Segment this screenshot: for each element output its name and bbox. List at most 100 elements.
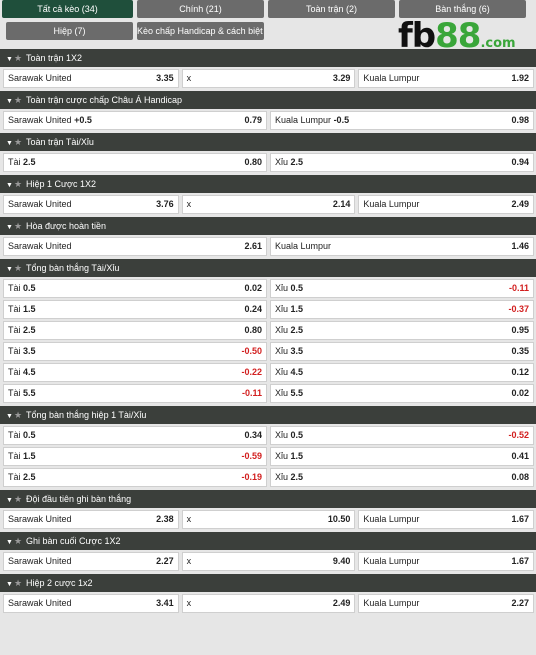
odds-cell[interactable]: Xỉu 0.5 -0.52 [270, 426, 534, 445]
collapse-caret-icon[interactable]: ▼ [6, 581, 13, 588]
collapse-caret-icon[interactable]: ▼ [6, 497, 13, 504]
collapse-caret-icon[interactable]: ▼ [6, 140, 13, 147]
odds-value: 2.27 [511, 598, 530, 608]
odds-value: -0.52 [508, 430, 529, 440]
odds-row: Sarawak United 2.27 x 9.40 Kuala Lumpur 1.67 [0, 552, 536, 571]
odds-cell[interactable]: Xỉu 4.5 0.12 [270, 363, 534, 382]
odds-value: 3.41 [156, 598, 174, 608]
tab-full-time[interactable]: Toàn trận (2) [268, 0, 395, 18]
favorite-star-icon[interactable]: ★ [14, 263, 23, 273]
odds-value: 2.49 [332, 598, 351, 608]
favorite-star-icon[interactable]: ★ [14, 95, 23, 105]
collapse-caret-icon[interactable]: ▼ [6, 98, 13, 105]
handicap-line: 4.5 [23, 367, 36, 377]
collapse-caret-icon[interactable]: ▼ [6, 56, 13, 63]
odds-cell[interactable]: Sarawak United +0.5 0.79 [3, 111, 267, 130]
odds-cell[interactable]: Tài 5.5 -0.11 [3, 384, 267, 403]
odds-cell[interactable]: Kuala Lumpur 2.27 [358, 594, 535, 613]
tab-handicap[interactable]: Kèo chấp Handicap & cách biệt (1) [137, 22, 264, 40]
market-header[interactable]: ▼★ Toàn trận cược chấp Châu Á Handicap [0, 91, 536, 109]
handicap-line: 1.5 [290, 304, 304, 314]
odds-cell[interactable]: Kuala Lumpur 2.49 [358, 195, 535, 214]
selection-label: Sarawak United [8, 511, 72, 528]
collapse-caret-icon[interactable]: ▼ [6, 413, 13, 420]
market-header[interactable]: ▼★ Toàn trận 1X2 [0, 49, 536, 67]
odds-cell[interactable]: Sarawak United 2.38 [3, 510, 179, 529]
selection-label: Xỉu 3.5 [275, 343, 303, 360]
market-title: Hiệp 1 Cược 1X2 [26, 179, 96, 189]
odds-cell[interactable]: Xỉu 1.5 -0.37 [270, 300, 534, 319]
favorite-star-icon[interactable]: ★ [14, 410, 23, 420]
selection-label: Sarawak United +0.5 [8, 112, 92, 129]
odds-cell[interactable]: Kuala Lumpur 1.67 [358, 510, 535, 529]
selection-name: Tài [8, 304, 21, 314]
market-header[interactable]: ▼★ Hiệp 1 Cược 1X2 [0, 175, 536, 193]
tab-halves[interactable]: Hiệp (7) [6, 22, 133, 40]
selection-name: Kuala Lumpur [363, 556, 420, 566]
odds-cell[interactable]: Xỉu 2.5 0.95 [270, 321, 534, 340]
odds-cell[interactable]: Tài 2.5 0.80 [3, 321, 267, 340]
odds-cell[interactable]: Kuala Lumpur 1.92 [358, 69, 535, 88]
odds-cell[interactable]: Tài 2.5 -0.19 [3, 468, 267, 487]
odds-cell[interactable]: Xỉu 2.5 0.08 [270, 468, 534, 487]
odds-cell[interactable]: Kuala Lumpur -0.5 0.98 [270, 111, 534, 130]
favorite-star-icon[interactable]: ★ [14, 578, 23, 588]
odds-cell[interactable]: Tài 0.5 0.34 [3, 426, 267, 445]
odds-cell[interactable]: Xỉu 2.5 0.94 [270, 153, 534, 172]
selection-label: x [187, 196, 192, 213]
odds-cell[interactable]: Xỉu 1.5 0.41 [270, 447, 534, 466]
odds-cell[interactable]: x 10.50 [181, 510, 356, 529]
odds-cell[interactable]: x 2.49 [181, 594, 356, 613]
odds-cell[interactable]: Sarawak United 3.35 [3, 69, 179, 88]
odds-cell[interactable]: x 3.29 [181, 69, 356, 88]
odds-cell[interactable]: x 9.40 [181, 552, 356, 571]
favorite-star-icon[interactable]: ★ [14, 53, 23, 63]
tab-all-markets[interactable]: Tất cả kèo (34) [2, 0, 133, 18]
favorite-star-icon[interactable]: ★ [14, 179, 23, 189]
tab-goals[interactable]: Bàn thắng (6) [399, 0, 526, 18]
odds-cell[interactable]: Kuala Lumpur 1.46 [270, 237, 534, 256]
market-header[interactable]: ▼★ Hòa được hoàn tiền [0, 217, 536, 235]
handicap-line: 3.5 [23, 346, 36, 356]
odds-cell[interactable]: Kuala Lumpur 1.67 [358, 552, 535, 571]
selection-label: Sarawak United [8, 196, 72, 213]
market-header[interactable]: ▼★ Tổng bàn thắng hiệp 1 Tài/Xỉu [0, 406, 536, 424]
odds-cell[interactable]: Tài 4.5 -0.22 [3, 363, 267, 382]
selection-name: Sarawak United [8, 115, 72, 125]
selection-label: Xỉu 0.5 [275, 280, 303, 297]
odds-cell[interactable]: Sarawak United 2.27 [3, 552, 179, 571]
odds-cell[interactable]: Sarawak United 3.41 [3, 594, 179, 613]
odds-cell[interactable]: Sarawak United 3.76 [3, 195, 179, 214]
selection-label: Sarawak United [8, 238, 72, 255]
odds-cell[interactable]: Tài 1.5 0.24 [3, 300, 267, 319]
odds-cell[interactable]: x 2.14 [181, 195, 356, 214]
selection-name: Xỉu [275, 472, 289, 482]
collapse-caret-icon[interactable]: ▼ [6, 266, 13, 273]
odds-cell[interactable]: Xỉu 0.5 -0.11 [270, 279, 534, 298]
collapse-caret-icon[interactable]: ▼ [6, 182, 13, 189]
favorite-star-icon[interactable]: ★ [14, 221, 23, 231]
tab-main[interactable]: Chính (21) [137, 0, 264, 18]
market-header[interactable]: ▼★ Toàn trận Tài/Xỉu [0, 133, 536, 151]
odds-cell[interactable]: Tài 1.5 -0.59 [3, 447, 267, 466]
odds-cell[interactable]: Tài 2.5 0.80 [3, 153, 267, 172]
odds-cell[interactable]: Tài 3.5 -0.50 [3, 342, 267, 361]
odds-cell[interactable]: Sarawak United 2.61 [3, 237, 267, 256]
favorite-star-icon[interactable]: ★ [14, 494, 23, 504]
odds-value: 0.12 [511, 367, 529, 377]
selection-label: Tài 0.5 [8, 427, 36, 444]
market-header[interactable]: ▼★ Đội đầu tiên ghi bàn thắng [0, 490, 536, 508]
odds-cell[interactable]: Xỉu 5.5 0.02 [270, 384, 534, 403]
market-header[interactable]: ▼★ Tổng bàn thắng Tài/Xỉu [0, 259, 536, 277]
selection-label: Tài 5.5 [8, 385, 36, 402]
market-header[interactable]: ▼★ Hiệp 2 cược 1x2 [0, 574, 536, 592]
collapse-caret-icon[interactable]: ▼ [6, 224, 13, 231]
odds-cell[interactable]: Xỉu 3.5 0.35 [270, 342, 534, 361]
odds-cell[interactable]: Tài 0.5 0.02 [3, 279, 267, 298]
market-header[interactable]: ▼★ Ghi bàn cuối Cược 1X2 [0, 532, 536, 550]
favorite-star-icon[interactable]: ★ [14, 137, 23, 147]
favorite-star-icon[interactable]: ★ [14, 536, 23, 546]
collapse-caret-icon[interactable]: ▼ [6, 539, 13, 546]
selection-name: Kuala Lumpur [363, 598, 420, 608]
market-title: Hòa được hoàn tiền [26, 221, 106, 231]
